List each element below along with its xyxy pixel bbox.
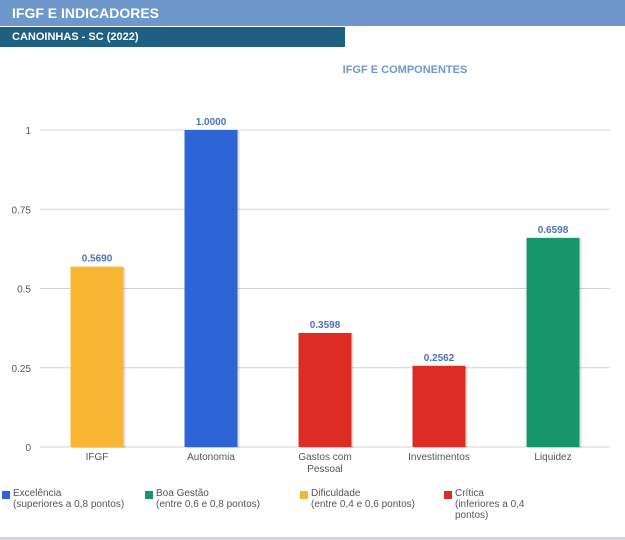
bar: [70, 266, 124, 447]
legend-desc: (inferiores a 0,4: [455, 499, 525, 510]
data-label: 0.5690: [82, 254, 113, 265]
y-tick-label: 0.5: [17, 285, 31, 296]
legend-swatch: [2, 491, 10, 499]
legend-item-excelencia[interactable]: Excelência (superiores a 0,8 pontos): [2, 488, 124, 510]
legend-item-critica[interactable]: Crítica (inferiores a 0,4 pontos): [444, 488, 524, 521]
bar: [298, 332, 352, 447]
legend-label: Crítica: [455, 488, 484, 499]
legend-desc: (superiores a 0,8 pontos): [13, 499, 125, 510]
x-tick-label: Pessoal: [307, 464, 343, 475]
legend-desc: (entre 0,6 e 0,8 pontos): [156, 499, 260, 510]
x-tick-label: Investimentos: [408, 452, 470, 463]
legend-swatch: [145, 491, 153, 499]
data-label: 0.2562: [424, 353, 455, 364]
x-tick-label: Liquidez: [534, 452, 571, 463]
x-tick-label: Autonomia: [187, 452, 235, 463]
legend-desc: pontos): [455, 510, 489, 521]
x-tick-label: IFGF: [86, 452, 109, 463]
legend-item-boa-gestao[interactable]: Boa Gestão (entre 0,6 e 0,8 pontos): [145, 488, 260, 510]
bottom-divider: [0, 537, 625, 540]
y-tick-label: 1: [25, 126, 31, 137]
legend-swatch: [300, 491, 308, 499]
data-label: 0.3598: [310, 320, 341, 331]
chart-legend: Excelência (superiores a 0,8 pontos) Boa…: [0, 488, 625, 528]
legend-item-dificuldade[interactable]: Dificuldade (entre 0,4 e 0,6 pontos): [300, 488, 415, 510]
report-title: IFGF E INDICADORES: [0, 0, 625, 26]
legend-label: Excelência: [13, 488, 62, 499]
bar: [184, 130, 238, 447]
y-tick-label: 0: [25, 443, 31, 454]
y-tick-label: 0.25: [12, 364, 32, 375]
bar-chart: IFGF E COMPONENTES 0 0.25 0.5 0.75 1 0.5690 IFG…: [12, 64, 610, 475]
bar: [526, 237, 580, 447]
y-tick-label: 0.75: [12, 205, 32, 216]
data-label: 1.0000: [196, 117, 227, 128]
x-tick-label: Gastos com: [298, 452, 351, 463]
legend-label: Dificuldade: [311, 488, 361, 499]
legend-label: Boa Gestão: [156, 488, 209, 499]
legend-swatch: [444, 491, 452, 499]
data-label: 0.6598: [538, 225, 569, 236]
bar: [412, 365, 466, 447]
municipality-label: CANOINHAS - SC (2022): [0, 27, 345, 47]
chart-title: IFGF E COMPONENTES: [343, 64, 468, 76]
legend-desc: (entre 0,4 e 0,6 pontos): [311, 499, 415, 510]
